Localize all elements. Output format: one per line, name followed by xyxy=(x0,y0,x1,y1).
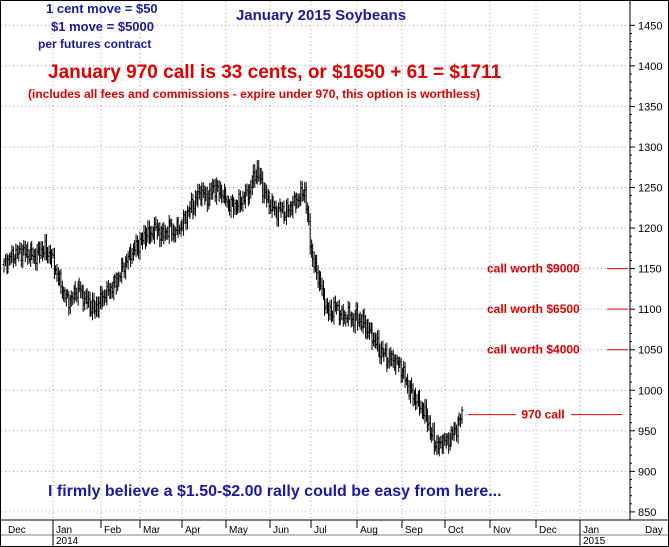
y-tick-label: 1150 xyxy=(638,264,662,276)
y-tick-label: 1100 xyxy=(638,304,662,316)
y-tick-label: 850 xyxy=(638,507,656,519)
level-label: 970 call xyxy=(521,408,564,422)
x-month-label: Mar xyxy=(143,525,161,536)
x-month-label: May xyxy=(229,525,248,536)
y-axis: 850 900 950 1000 1050 1100 1150 1200 1250 1300 135… xyxy=(629,1,662,520)
x-month-label: Dec xyxy=(8,525,26,536)
y-tick-label: 900 xyxy=(638,466,656,478)
x-month-label: Jan xyxy=(56,525,72,536)
x-year-label: 2015 xyxy=(583,536,606,547)
x-month-label: Jan xyxy=(583,525,599,536)
x-month-label: Apr xyxy=(185,525,201,536)
y-tick-label: 1400 xyxy=(638,61,662,73)
x-month-label: Aug xyxy=(360,525,378,536)
x-year-label: 2014 xyxy=(56,536,79,547)
level-label: call worth $6500 xyxy=(487,302,580,316)
price-bars xyxy=(2,159,464,457)
x-month-label: Sep xyxy=(405,525,423,536)
y-tick-label: 1350 xyxy=(638,101,662,113)
x-month-label: Dec xyxy=(539,525,557,536)
level-label: call worth $9000 xyxy=(487,262,580,276)
y-tick-label: 950 xyxy=(638,426,656,438)
level-label: call worth $4000 xyxy=(487,343,580,357)
y-tick-label: 1050 xyxy=(638,345,662,357)
y-tick-label: 1300 xyxy=(638,142,662,154)
x-month-label: Oct xyxy=(448,525,464,536)
y-tick-label: 1000 xyxy=(638,385,662,397)
footer-annotation: I firmly believe a $1.50-$2.00 rally cou… xyxy=(48,483,502,500)
headline-annotation: January 970 call is 33 cents, or $1650 +… xyxy=(48,62,502,83)
move-info-line2: $1 move = $5000 xyxy=(51,19,154,34)
subline-annotation: (includes all fees and commissions - exp… xyxy=(28,87,481,101)
x-month-label: Feb xyxy=(104,525,122,536)
x-month-label: Jun xyxy=(273,525,289,536)
level-lines: call worth $9000 call worth $6500 call wor… xyxy=(468,262,628,422)
x-axis: Dec Jan Feb Mar Apr May Jun Jul Aug Sep Oct Nov Dec J… xyxy=(1,519,668,547)
x-month-label: Jul xyxy=(314,525,327,536)
move-info-line1: 1 cent move = $50 xyxy=(46,1,158,16)
move-info-line3: per futures contract xyxy=(38,37,152,51)
y-tick-label: 1200 xyxy=(638,223,662,235)
y-tick-label: 1250 xyxy=(638,183,662,195)
x-month-label: Day xyxy=(645,525,663,536)
grid xyxy=(1,1,630,520)
chart-title: January 2015 Soybeans xyxy=(236,7,406,24)
y-tick-label: 1450 xyxy=(638,20,662,32)
x-month-label: Nov xyxy=(493,525,511,536)
